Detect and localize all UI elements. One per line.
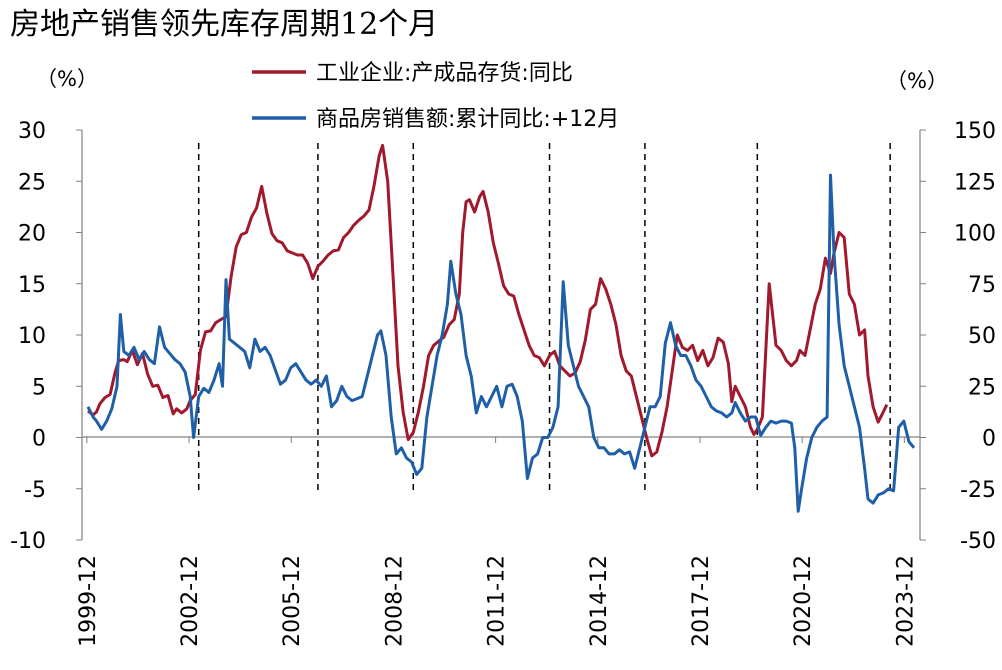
left-tick-label: 0	[32, 427, 46, 452]
right-tick-label: -50	[960, 529, 996, 554]
right-tick-label: 50	[968, 324, 996, 349]
cycle-lines	[197, 143, 891, 495]
left-tick-label: 25	[18, 170, 46, 195]
legend-label-inventory: 工业企业:产成品存货:同比	[316, 61, 573, 86]
x-tick-label: 1999-12	[76, 555, 101, 647]
right-tick-label: 75	[968, 273, 996, 298]
x-tick-label: 2002-12	[178, 555, 203, 647]
left-tick-label: 5	[32, 375, 46, 400]
series-line-sales	[86, 173, 916, 513]
x-tick-label: 2011-12	[485, 555, 510, 647]
right-tick-label: 0	[982, 427, 996, 452]
right-axis-unit: （%）	[886, 69, 948, 93]
right-tick-label: 25	[968, 375, 996, 400]
left-tick-label: 15	[18, 273, 46, 298]
right-tick-label: 100	[954, 222, 996, 247]
right-tick-label: 150	[954, 119, 996, 144]
x-tick-label: 2020-12	[791, 555, 816, 647]
x-tick-label: 2008-12	[382, 555, 407, 647]
x-tick-label: 2017-12	[689, 555, 714, 647]
x-tick-label: 2014-12	[587, 555, 612, 647]
x-tick-label: 2023-12	[893, 555, 918, 647]
left-tick-label: -10	[10, 529, 46, 554]
axes: 302520151050-5-101501251007550250-25-501…	[10, 119, 996, 647]
left-tick-label: 30	[18, 119, 46, 144]
chart-title: 房地产销售领先库存周期12个月	[10, 7, 438, 42]
left-tick-label: 10	[18, 324, 46, 349]
left-axis-unit: （%）	[36, 67, 98, 91]
x-tick-label: 2005-12	[280, 555, 305, 647]
right-tick-label: -25	[960, 478, 996, 503]
series-line-inventory	[87, 143, 889, 458]
right-tick-label: 125	[954, 170, 996, 195]
legend: 工业企业:产成品存货:同比 商品房销售额:累计同比:+12月	[252, 61, 619, 132]
left-tick-label: -5	[24, 478, 46, 503]
left-tick-label: 20	[18, 222, 46, 247]
series-layer	[86, 143, 916, 513]
legend-label-sales: 商品房销售额:累计同比:+12月	[316, 107, 619, 132]
